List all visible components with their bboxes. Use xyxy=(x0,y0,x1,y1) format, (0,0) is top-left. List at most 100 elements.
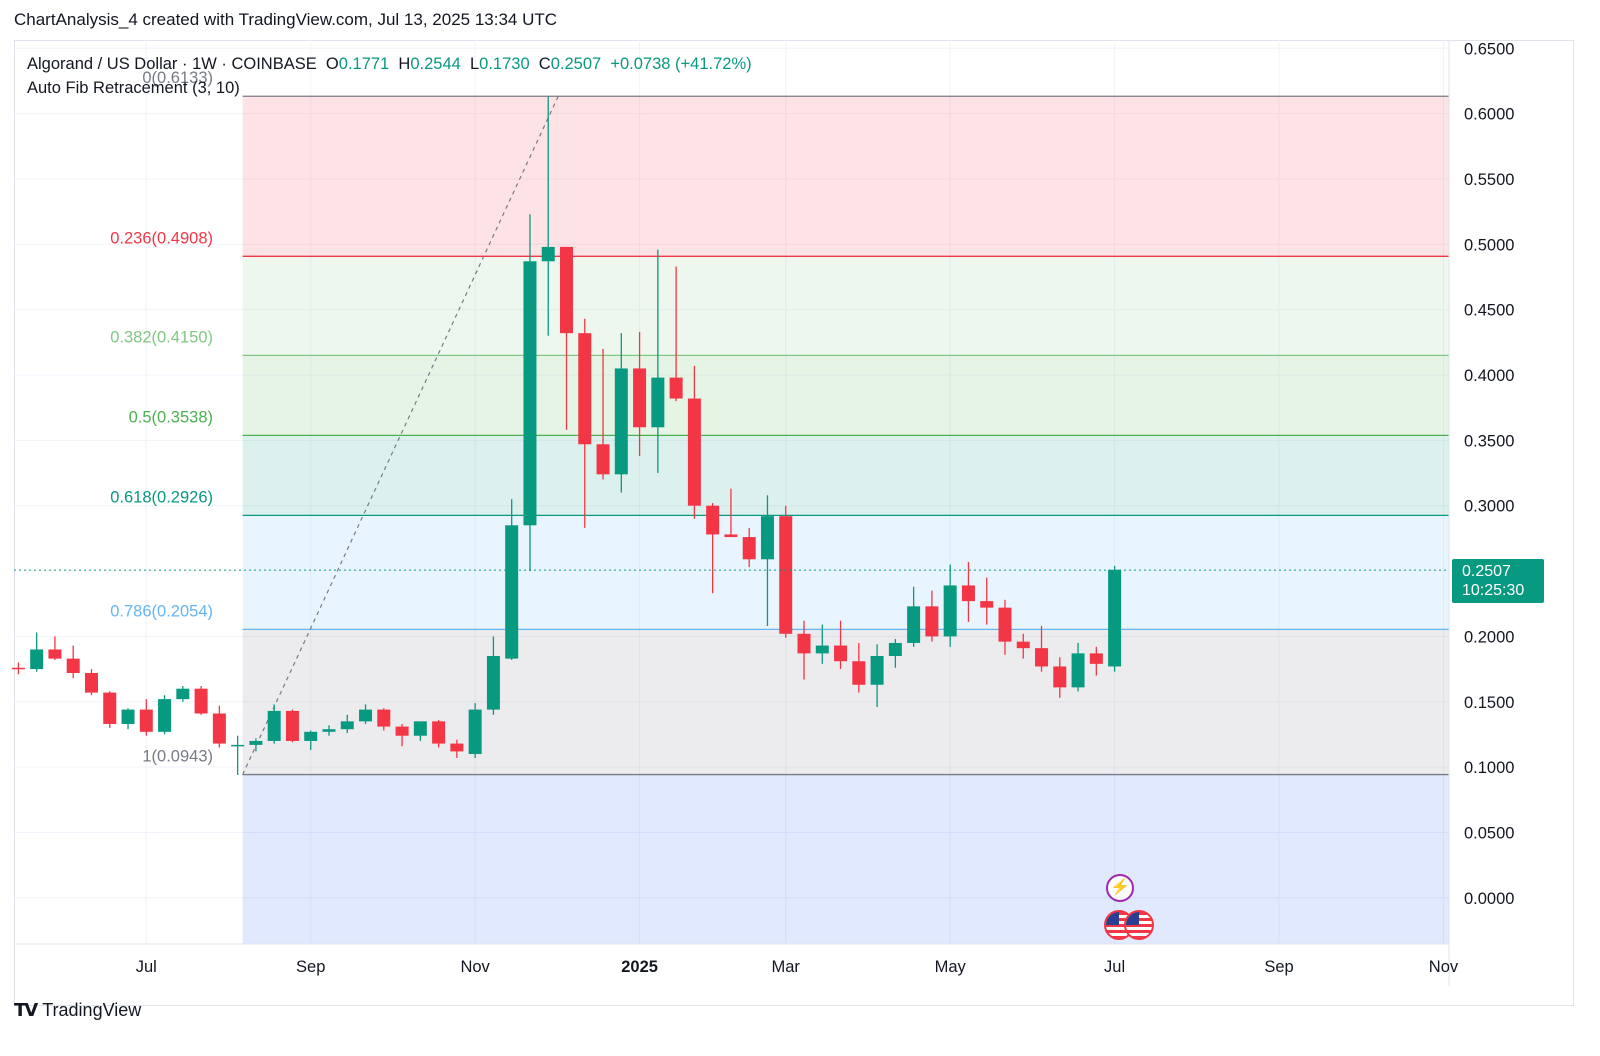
candle-body[interactable] xyxy=(998,607,1012,642)
indicator-title[interactable]: Auto Fib Retracement (3, 10) xyxy=(27,79,240,97)
candle-body[interactable] xyxy=(870,656,884,685)
y-tick-label: 0.6000 xyxy=(1464,106,1514,124)
fib-zone xyxy=(242,355,1449,436)
fib-level-label: 1(0.0943) xyxy=(142,748,213,766)
open-label: O xyxy=(325,55,339,73)
candle-body[interactable] xyxy=(1053,666,1067,688)
candle-body[interactable] xyxy=(432,721,446,744)
close-value: 0.2507 xyxy=(550,55,602,73)
candle-body[interactable] xyxy=(450,743,464,752)
candle-body[interactable] xyxy=(468,709,482,755)
candle-body[interactable] xyxy=(121,709,135,724)
y-tick-label: 0.1000 xyxy=(1464,759,1514,777)
candle-body[interactable] xyxy=(231,744,245,747)
candle-body[interactable] xyxy=(724,534,738,538)
y-tick-label: 0.0500 xyxy=(1464,824,1514,842)
candle-body[interactable] xyxy=(48,649,62,659)
candle-body[interactable] xyxy=(925,606,939,637)
fib-zone xyxy=(242,96,1449,257)
candle-body[interactable] xyxy=(322,729,336,732)
x-tick-label: Sep xyxy=(1264,958,1293,976)
lightning-icon[interactable]: ⚡ xyxy=(1106,874,1134,902)
us-flag-icon[interactable] xyxy=(1124,910,1154,940)
candle-body[interactable] xyxy=(340,721,354,730)
candle-body[interactable] xyxy=(1071,653,1085,688)
candle-body[interactable] xyxy=(285,710,299,741)
event-markers: ⚡ xyxy=(1104,874,1164,944)
fib-level-label: 0.786(0.2054) xyxy=(110,602,213,620)
candle-body[interactable] xyxy=(1035,648,1049,667)
candle-body[interactable] xyxy=(84,672,98,693)
candle-body[interactable] xyxy=(760,516,774,560)
x-tick-label: Jul xyxy=(136,958,157,976)
open-value: 0.1771 xyxy=(338,55,390,73)
candle-body[interactable] xyxy=(633,368,647,428)
candle-body[interactable] xyxy=(359,709,373,722)
candle-body[interactable] xyxy=(560,246,573,334)
y-tick-label: 0.1500 xyxy=(1464,694,1514,712)
candle-body[interactable] xyxy=(1089,653,1103,664)
last-price-badge: 0.2507 10:25:30 xyxy=(1452,559,1544,603)
x-tick-label: Jul xyxy=(1104,958,1125,976)
candle-body[interactable] xyxy=(779,516,793,634)
candle-body[interactable] xyxy=(596,444,610,475)
candle-body[interactable] xyxy=(103,692,117,724)
x-tick-label: Sep xyxy=(296,958,325,976)
candle-body[interactable] xyxy=(377,709,391,727)
candle-body[interactable] xyxy=(395,726,409,736)
candle-body[interactable] xyxy=(11,667,25,670)
fib-zone xyxy=(242,435,1449,516)
symbol-title[interactable]: Algorand / US Dollar · 1W · COINBASE xyxy=(27,55,317,73)
candle-body[interactable] xyxy=(249,740,263,745)
candle-body[interactable] xyxy=(669,377,683,399)
candle-body[interactable] xyxy=(66,658,80,673)
candle-body[interactable] xyxy=(505,525,519,659)
candle-body[interactable] xyxy=(614,368,628,475)
candle-body[interactable] xyxy=(980,601,994,608)
ohlc-row: Algorand / US Dollar · 1W · COINBASE O0.… xyxy=(27,52,752,76)
fib-level-label: 0.382(0.4150) xyxy=(110,328,213,346)
candle-body[interactable] xyxy=(888,642,902,657)
x-tick-label: 2025 xyxy=(621,958,658,976)
fib-level-label: 0.5(0.3538) xyxy=(129,408,213,426)
close-label: C xyxy=(538,55,551,73)
candle-body[interactable] xyxy=(176,688,190,700)
y-tick-label: 0.3500 xyxy=(1464,432,1514,450)
candle-body[interactable] xyxy=(1016,641,1030,649)
candle-body[interactable] xyxy=(267,710,281,741)
fib-zone xyxy=(242,515,1449,630)
candle-body[interactable] xyxy=(852,661,866,685)
fib-level-label: 0(0.6133) xyxy=(142,69,213,87)
candle-body[interactable] xyxy=(1108,569,1122,667)
candle-body[interactable] xyxy=(943,585,957,637)
y-tick-label: 0.6500 xyxy=(1464,40,1514,58)
candle-body[interactable] xyxy=(413,721,427,736)
candle-body[interactable] xyxy=(706,505,720,535)
tradingview-logo[interactable]: TV TradingView xyxy=(14,1000,141,1021)
candle-body[interactable] xyxy=(651,377,665,428)
candle-body[interactable] xyxy=(907,606,921,643)
x-tick-label: Nov xyxy=(1429,958,1459,976)
candle-body[interactable] xyxy=(687,398,701,506)
candle-body[interactable] xyxy=(194,688,208,714)
candle-body[interactable] xyxy=(523,261,537,526)
candle-body[interactable] xyxy=(742,537,756,560)
candle-body[interactable] xyxy=(486,656,500,710)
candle-body[interactable] xyxy=(541,246,555,262)
y-tick-label: 0.4000 xyxy=(1464,367,1514,385)
candle-body[interactable] xyxy=(158,699,172,732)
candle-body[interactable] xyxy=(815,645,829,654)
fib-level-label: 0.236(0.4908) xyxy=(110,229,213,247)
candle-body[interactable] xyxy=(139,709,153,732)
low-label: L xyxy=(469,55,480,73)
candle-body[interactable] xyxy=(304,731,318,741)
y-tick-label: 0.5500 xyxy=(1464,171,1514,189)
candle-body[interactable] xyxy=(212,713,226,744)
candle-body[interactable] xyxy=(797,633,811,654)
candle-body[interactable] xyxy=(578,333,592,445)
change-value: +0.0738 (+41.72%) xyxy=(610,55,752,73)
candle-body[interactable] xyxy=(30,649,44,670)
candle-body[interactable] xyxy=(961,585,975,602)
candle-body[interactable] xyxy=(834,645,848,662)
